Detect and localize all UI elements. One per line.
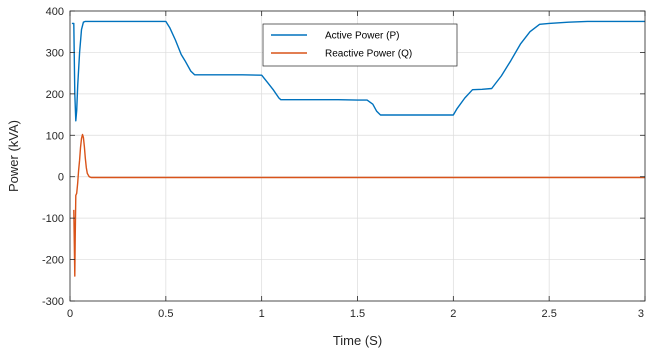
x-tick-label: 2.5 xyxy=(542,308,557,320)
series-lines xyxy=(71,20,645,277)
x-tick-label: 1 xyxy=(259,308,265,320)
y-tick-label: -200 xyxy=(42,255,64,267)
legend-label: Reactive Power (Q) xyxy=(325,49,412,60)
y-tick-label: 0 xyxy=(58,172,64,184)
legend-label: Active Power (P) xyxy=(325,31,399,42)
x-tick-label: 0.5 xyxy=(158,308,173,320)
legend-box xyxy=(262,23,458,67)
x-tick-label: 2 xyxy=(450,308,456,320)
y-axis-label: Power (kVA) xyxy=(6,120,21,192)
x-axis-label: Time (S) xyxy=(333,333,382,348)
y-tick-label: 200 xyxy=(46,89,64,101)
x-tick-label: 0 xyxy=(67,308,73,320)
y-tick-label: 100 xyxy=(46,130,64,142)
axis-ticks: 0 0.5 1 1.5 2 2.5 3 -300 -200 -100 0 100 200 300 400 xyxy=(42,6,646,320)
y-tick-label: 300 xyxy=(46,47,64,59)
series-line-active-power xyxy=(71,20,645,122)
series-line-reactive-power xyxy=(73,133,645,277)
y-tick-label: 400 xyxy=(46,6,64,18)
legend: Active Power (P) Reactive Power (Q) xyxy=(262,23,458,67)
x-tick-label: 3 xyxy=(638,308,644,320)
y-tick-label: -100 xyxy=(42,213,64,225)
x-tick-label: 1.5 xyxy=(350,308,365,320)
y-tick-label: -300 xyxy=(42,296,64,308)
